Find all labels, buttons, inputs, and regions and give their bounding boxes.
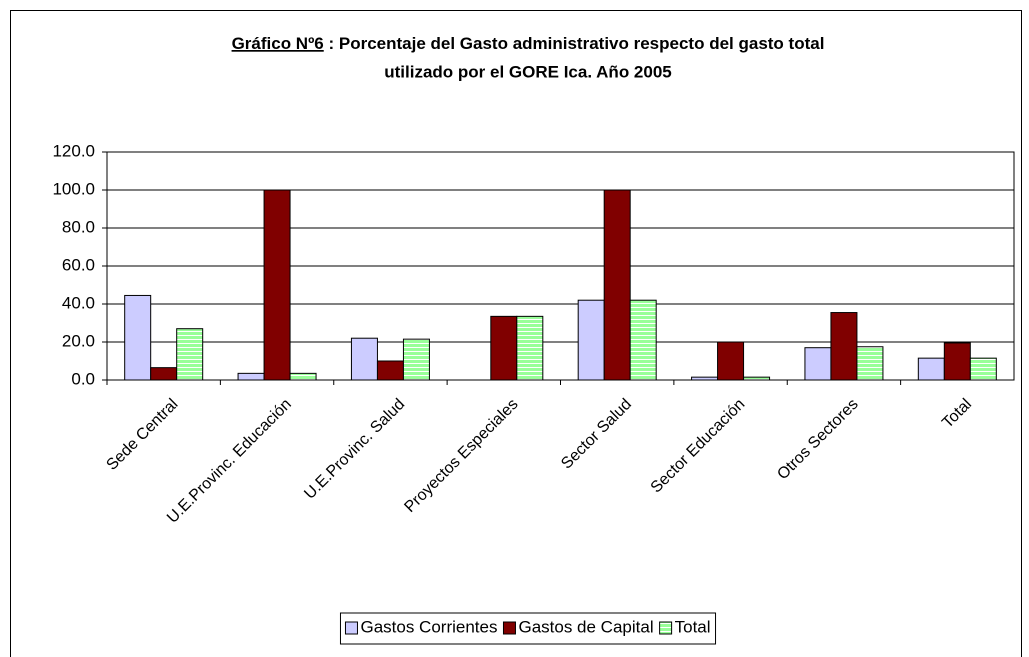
bar — [124, 294, 152, 381]
bar — [577, 299, 605, 381]
bar — [350, 337, 378, 381]
y-tick-label: 120.0 — [52, 141, 95, 160]
bar — [150, 367, 178, 381]
chart-title: utilizado por el GORE Ica. Año 2005 — [384, 62, 672, 81]
bar — [176, 328, 204, 381]
bar — [943, 342, 971, 381]
bar — [376, 360, 404, 381]
y-tick-label: 60.0 — [62, 255, 95, 274]
bar — [856, 346, 884, 381]
title-text: : Porcentaje del Gasto administrativo re… — [324, 34, 825, 53]
legend-swatch — [344, 621, 358, 635]
legend-label: Gastos de Capital — [518, 617, 653, 636]
bar — [804, 347, 832, 381]
bar — [289, 372, 317, 381]
legend: Gastos Corrientes Gastos de Capital Total — [339, 612, 717, 645]
y-tick-label: 0.0 — [71, 369, 95, 388]
bar — [490, 315, 518, 381]
bar — [516, 315, 544, 381]
y-tick-label: 20.0 — [62, 331, 95, 350]
chart-title: Gráfico Nº6 : Porcentaje del Gasto admin… — [232, 34, 825, 53]
bar — [830, 312, 858, 381]
bar — [603, 189, 631, 381]
y-tick-label: 100.0 — [52, 179, 95, 198]
legend-swatch — [502, 621, 516, 635]
y-tick-label: 40.0 — [62, 293, 95, 312]
bar — [969, 357, 997, 381]
legend-label: Total — [675, 617, 711, 636]
bar — [629, 299, 657, 381]
legend-box — [339, 612, 717, 645]
bar — [237, 372, 265, 381]
legend-swatch — [659, 621, 673, 635]
bar — [402, 338, 430, 381]
bar — [717, 341, 745, 381]
legend-label: Gastos Corrientes — [360, 617, 497, 636]
title-label: Gráfico Nº6 — [232, 34, 324, 53]
bar — [263, 189, 291, 381]
y-tick-label: 80.0 — [62, 217, 95, 236]
bar — [917, 357, 945, 381]
